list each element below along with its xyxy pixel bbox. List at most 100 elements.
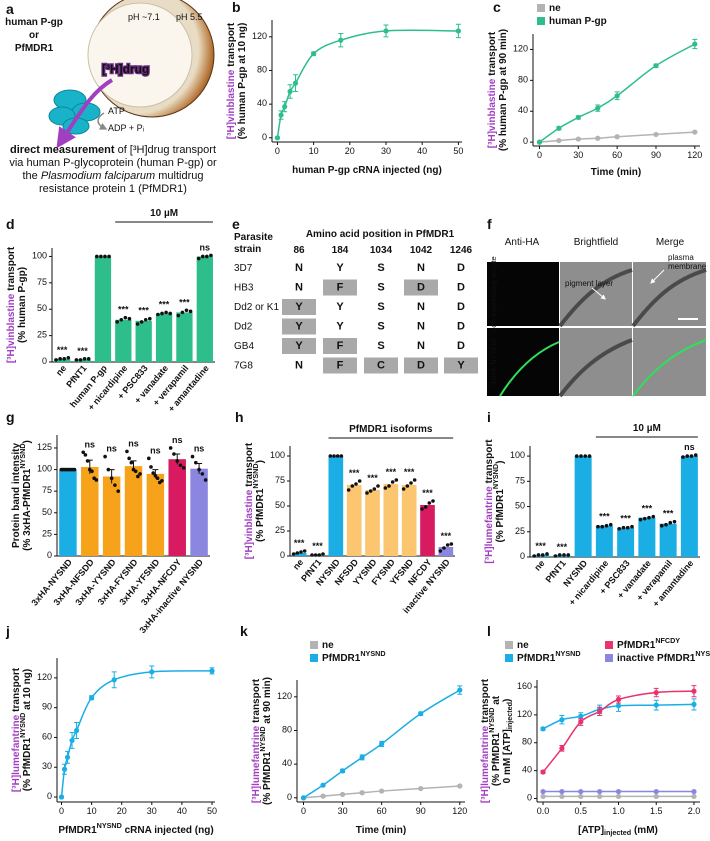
data-point bbox=[69, 737, 75, 744]
text-part: human P-gp bbox=[5, 17, 63, 28]
data-point bbox=[188, 309, 193, 314]
data-point bbox=[151, 471, 155, 475]
residue: D bbox=[457, 301, 465, 313]
data-point bbox=[559, 793, 565, 800]
data-point bbox=[321, 552, 325, 556]
data-point bbox=[449, 542, 454, 546]
y-tick-label: 125 bbox=[37, 442, 52, 452]
data-point bbox=[66, 355, 71, 360]
legend-label: ne bbox=[517, 640, 529, 651]
y-tick-label: 40 bbox=[282, 759, 292, 769]
data-point bbox=[431, 499, 435, 503]
legend-label: ne bbox=[549, 3, 561, 14]
panel-label: c bbox=[493, 0, 501, 15]
y-tick-label: 40 bbox=[522, 765, 532, 775]
legend-label: inactive PfMDR1NYSND bbox=[617, 649, 710, 664]
bar bbox=[146, 473, 165, 556]
x-tick-label: 50 bbox=[453, 146, 463, 156]
text-part: 90 bbox=[651, 150, 661, 160]
data-point bbox=[190, 454, 195, 459]
data-point bbox=[418, 785, 424, 792]
text-part: 120 bbox=[517, 709, 532, 719]
text-part: direct measurement bbox=[10, 144, 115, 156]
y-tick-label: 100 bbox=[32, 251, 47, 261]
text-part: 50 bbox=[453, 146, 463, 156]
text-part: 90 bbox=[42, 702, 52, 712]
text-part: ns bbox=[194, 444, 205, 454]
panel-label: l bbox=[487, 623, 491, 639]
text-part: Dd2 bbox=[234, 321, 253, 332]
text-part: 40 bbox=[177, 806, 187, 816]
bar bbox=[659, 523, 677, 557]
x-axis-label: Time (min) bbox=[356, 825, 406, 836]
significance-label: *** bbox=[535, 541, 546, 551]
data-point bbox=[556, 125, 562, 131]
data-point bbox=[94, 478, 99, 482]
x-tick-label: 1.5 bbox=[650, 806, 663, 816]
data-point bbox=[365, 491, 369, 495]
data-point bbox=[83, 453, 88, 457]
data-point bbox=[427, 501, 432, 505]
bar bbox=[59, 469, 77, 556]
text-part: [³H]vinblastine bbox=[226, 69, 237, 139]
data-point bbox=[287, 88, 293, 95]
data-point bbox=[81, 450, 86, 455]
data-point bbox=[664, 522, 668, 527]
position-label: 1246 bbox=[450, 245, 473, 256]
text-part: N bbox=[417, 320, 425, 332]
text-part: Amino acid position in PfMDR1 bbox=[306, 229, 455, 240]
text-part: 120 bbox=[452, 806, 467, 816]
data-point bbox=[383, 486, 388, 490]
text-part: 0 bbox=[59, 806, 64, 816]
text-part: 30 bbox=[381, 146, 391, 156]
y-axis-label: 0 mM [ATP]injected) bbox=[502, 699, 514, 784]
text-part: 75 bbox=[37, 277, 47, 287]
text-part: 0 bbox=[287, 792, 292, 802]
x-tick-label: 60 bbox=[377, 806, 387, 816]
text-part: c bbox=[493, 0, 501, 15]
significance-label: *** bbox=[422, 488, 433, 498]
residue: S bbox=[377, 301, 384, 313]
data-point bbox=[72, 467, 77, 472]
text-part: Plasmodium falciparum bbox=[41, 170, 155, 182]
text-part: Y bbox=[295, 301, 303, 313]
text-part: multidrug bbox=[155, 170, 203, 182]
bar bbox=[401, 485, 417, 556]
data-point bbox=[372, 487, 377, 491]
data-point bbox=[61, 766, 68, 772]
text-part: 0 bbox=[280, 550, 285, 560]
atp-label: ATP bbox=[108, 106, 125, 116]
text-part: (% PfMDR1 bbox=[495, 489, 506, 543]
text-part: F bbox=[337, 359, 344, 371]
text-part: [³H]lumefantrine bbox=[484, 486, 495, 564]
text-part: Y bbox=[295, 320, 303, 332]
y-tick-label: 25 bbox=[275, 525, 285, 535]
data-point bbox=[387, 484, 391, 488]
text-part: 120 bbox=[252, 31, 267, 41]
data-point bbox=[615, 703, 622, 709]
text-part: 120 bbox=[277, 691, 292, 701]
y-axis-label: (% human P-gp at 90 min) bbox=[498, 29, 509, 151]
bar bbox=[168, 459, 186, 556]
residue: S bbox=[377, 340, 384, 352]
residue: F bbox=[337, 281, 344, 293]
text-part: 50 bbox=[207, 806, 217, 816]
bar bbox=[680, 456, 698, 557]
mutation-box bbox=[364, 357, 398, 374]
data-point bbox=[176, 313, 181, 318]
mutation-box bbox=[323, 338, 357, 354]
data-point bbox=[127, 456, 131, 461]
text-part: [ATP] bbox=[578, 825, 604, 836]
legend-swatch bbox=[605, 641, 613, 649]
bar bbox=[196, 256, 213, 362]
data-point bbox=[139, 320, 144, 324]
y-axis-label: (% PfMDR1NYSND) bbox=[251, 460, 266, 542]
mutation-box bbox=[282, 318, 316, 335]
data-point bbox=[300, 795, 307, 801]
data-point bbox=[442, 546, 446, 550]
text-part: ne bbox=[322, 640, 334, 651]
text-part: 0 bbox=[523, 137, 528, 147]
data-point bbox=[394, 478, 399, 482]
data-point bbox=[332, 454, 336, 458]
legend-label: ne bbox=[322, 640, 334, 651]
